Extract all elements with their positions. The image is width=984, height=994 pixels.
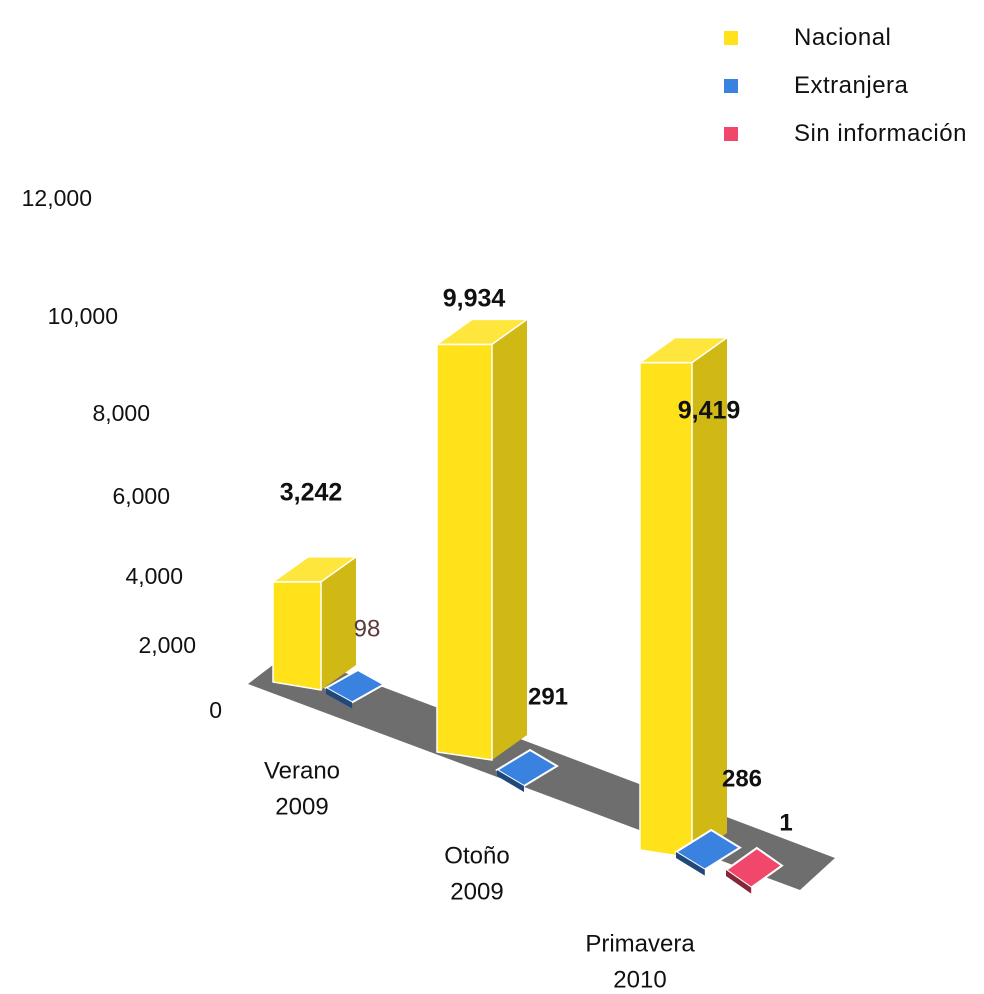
category-labels: Verano 2009 Otoño 2009 Primavera 2010 (264, 757, 695, 993)
bar-extranjera (495, 748, 559, 792)
bar-extranjera-edge (676, 852, 705, 876)
y-tick-label: 2,000 (138, 632, 196, 658)
bar-extranjera-edge (326, 688, 353, 709)
data-label: 291 (528, 683, 568, 710)
y-tick-label: 4,000 (125, 563, 183, 589)
data-label: 286 (722, 765, 762, 792)
bar-nacional-side (492, 319, 527, 760)
bar-extranjera (674, 828, 742, 876)
bar-sin-informacion (724, 846, 784, 894)
bar-nacional-front (436, 343, 493, 761)
bar-extranjera-edge (497, 770, 524, 792)
legend-label: Sin información (794, 120, 967, 147)
data-label: 9,419 (678, 397, 741, 425)
legend-swatch-sin-informacion (724, 127, 738, 141)
data-label: 9,934 (443, 285, 506, 313)
bar-nacional-front (639, 361, 693, 859)
legend-swatch-nacional (724, 31, 738, 45)
bar-extranjera (323, 668, 387, 709)
category-label: 2009 (450, 878, 503, 905)
category-label: 2009 (275, 793, 328, 820)
data-label: 98 (354, 615, 381, 642)
data-label: 1 (779, 809, 792, 836)
y-tick-label: 10,000 (48, 303, 118, 329)
legend: Nacional Extranjera Sin información (724, 14, 980, 158)
bar-nacional-top (434, 318, 530, 346)
bar-nacional (637, 336, 730, 859)
bar-nacional-side (692, 337, 727, 858)
y-tick-label: 8,000 (92, 400, 150, 426)
bars (270, 318, 784, 894)
bar-nacional (434, 318, 530, 761)
legend-label: Nacional (794, 24, 892, 51)
legend-label: Extranjera (794, 72, 909, 99)
y-tick-label: 6,000 (112, 483, 170, 509)
bar-nacional-top (637, 336, 730, 364)
category-label: Otoño (444, 842, 509, 869)
legend-swatch-extranjera (724, 79, 738, 93)
data-label: 3,242 (280, 479, 343, 507)
legend-item-sin-informacion: Sin información (724, 110, 980, 158)
data-labels: 3,242 9,934 9,419 98 291 286 1 (280, 285, 793, 837)
bar-sin-informacion-edge (726, 870, 752, 894)
y-axis: 0 2,000 4,000 6,000 8,000 10,000 12,000 (22, 185, 222, 723)
bar-nacional (270, 556, 359, 691)
category-label: Primavera (585, 930, 695, 957)
bar-nacional-front (272, 581, 322, 691)
y-tick-label: 0 (209, 697, 222, 723)
y-tick-label: 12,000 (22, 185, 92, 211)
legend-item-nacional: Nacional (724, 14, 980, 62)
legend-item-extranjera: Extranjera (724, 62, 980, 110)
bar-nacional-side (321, 556, 356, 690)
bar-nacional-top (270, 556, 359, 583)
category-label: Verano (264, 757, 340, 784)
category-label: 2010 (613, 966, 666, 993)
